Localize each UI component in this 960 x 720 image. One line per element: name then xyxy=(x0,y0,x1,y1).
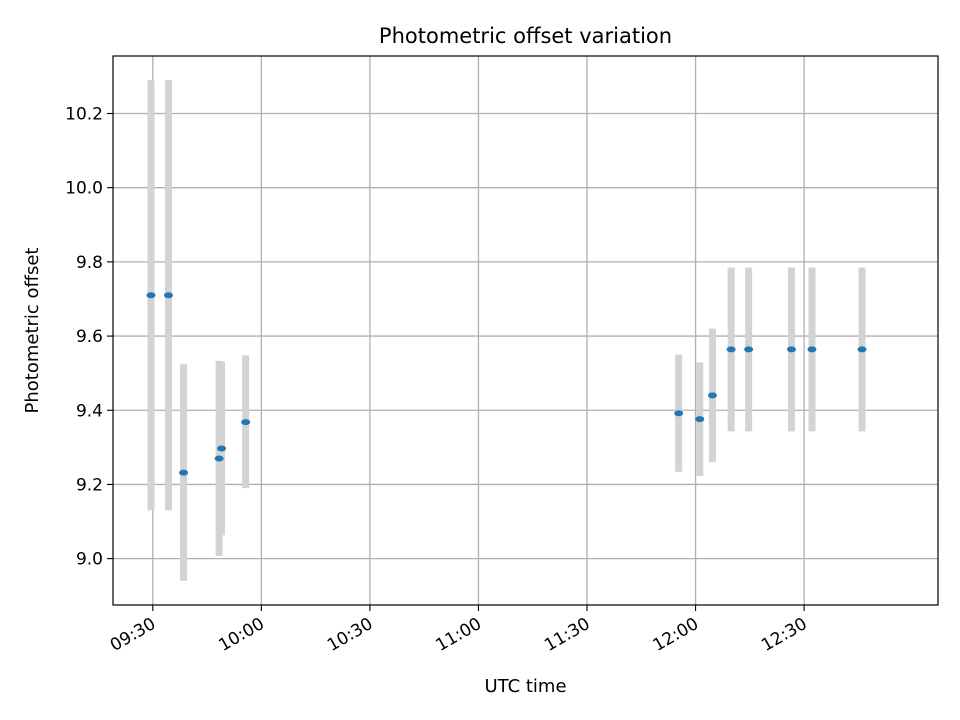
plot-area-frame xyxy=(112,55,939,606)
y-tick-label: 10.0 xyxy=(65,179,103,199)
data-point xyxy=(744,346,754,353)
y-tick-label: 9.2 xyxy=(76,475,103,495)
chart-title: Photometric offset variation xyxy=(379,24,672,48)
data-points xyxy=(146,292,867,476)
y-tick-label: 9.4 xyxy=(76,401,103,421)
y-tick-label: 9.0 xyxy=(76,550,103,570)
data-point xyxy=(214,455,224,462)
y-tick-label: 9.8 xyxy=(76,253,103,273)
x-axis-title: UTC time xyxy=(484,676,566,697)
data-point xyxy=(707,392,717,399)
data-point xyxy=(146,292,156,299)
data-point xyxy=(163,292,173,299)
data-point xyxy=(786,346,796,353)
data-point xyxy=(807,346,817,353)
data-point xyxy=(726,346,736,353)
y-tick-label: 10.2 xyxy=(65,104,103,124)
data-point xyxy=(857,346,867,353)
data-point xyxy=(695,416,705,423)
data-point xyxy=(179,469,189,476)
y-tick-label: 9.6 xyxy=(76,327,103,347)
data-point xyxy=(674,410,684,417)
grid xyxy=(113,56,938,605)
data-point xyxy=(241,419,251,426)
y-axis-title: Photometric offset xyxy=(22,248,43,414)
data-point xyxy=(217,445,227,452)
